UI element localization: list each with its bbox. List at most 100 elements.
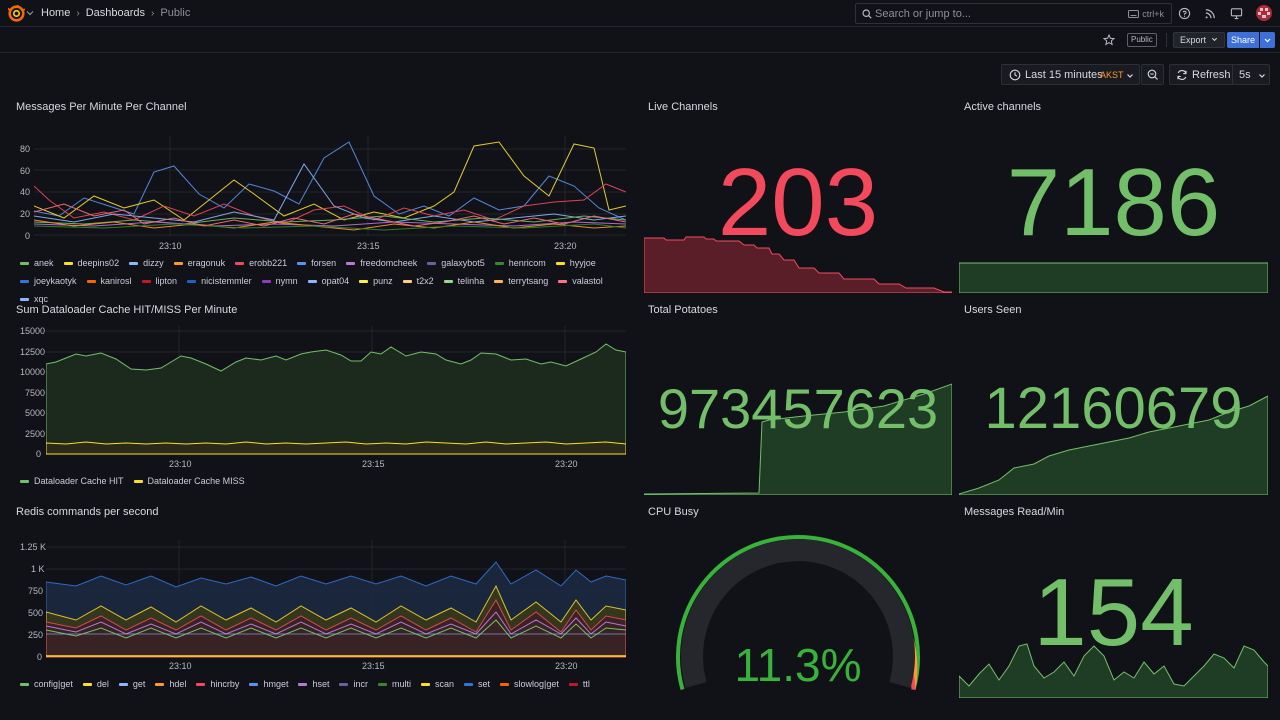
legend-item[interactable]: get	[118, 679, 146, 689]
time-range-picker[interactable]: Last 15 minutes AKST	[1001, 64, 1140, 85]
legend-label: freedomcheek	[360, 258, 418, 268]
legend-swatch	[133, 479, 143, 483]
legend-item[interactable]: hset	[298, 679, 329, 689]
panel-title-total-potatoes[interactable]: Total Potatoes	[648, 304, 718, 316]
legend-item[interactable]: set	[464, 679, 490, 689]
legend-label: hyyjoe	[569, 258, 596, 268]
panel-title-dataloader[interactable]: Sum Dataloader Cache HIT/MISS Per Minute	[16, 304, 238, 316]
legend-label: multi	[391, 679, 411, 689]
redis-chart[interactable]	[46, 540, 626, 658]
legend-label: slowlog|get	[514, 679, 559, 689]
legend-label: eragonuk	[187, 258, 226, 268]
toolbar-divider	[1166, 33, 1167, 47]
active-channels-value: 7186	[1006, 149, 1221, 256]
breadcrumb: Home › Dashboards › Public	[41, 7, 190, 19]
legend-item[interactable]: multi	[377, 679, 411, 689]
legend-swatch	[249, 682, 259, 686]
refresh-button[interactable]: Refresh 5s	[1169, 64, 1270, 85]
legend-item[interactable]: henricom	[494, 258, 546, 268]
users-seen-sparkline	[959, 395, 1268, 495]
star-icon[interactable]	[1103, 34, 1115, 46]
grafana-logo-icon[interactable]	[8, 5, 25, 22]
chevron-down-icon	[1264, 38, 1271, 43]
top-bar: Home › Dashboards › Public Search or jum…	[0, 0, 1280, 27]
panel-title-live-channels[interactable]: Live Channels	[648, 101, 718, 113]
panel-title-users-seen[interactable]: Users Seen	[964, 304, 1022, 316]
help-icon[interactable]	[1178, 7, 1191, 20]
legend-item[interactable]: terrytsang	[494, 276, 548, 286]
messages-per-minute-chart[interactable]	[34, 136, 626, 237]
panel-title-messages-read[interactable]: Messages Read/Min	[964, 506, 1065, 518]
legend-item[interactable]: incr	[339, 679, 368, 689]
legend-item[interactable]: dizzy	[129, 258, 164, 268]
legend-item[interactable]: deepins02	[63, 258, 119, 268]
legend-item[interactable]: galaxybot5	[427, 258, 485, 268]
legend-item[interactable]: nicistemmler	[187, 276, 252, 286]
refresh-interval-select[interactable]: 5s	[1239, 69, 1251, 81]
legend-swatch	[20, 479, 29, 483]
legend-item[interactable]: joeykaotyk	[20, 276, 77, 286]
cpu-busy-gauge	[676, 535, 920, 700]
breadcrumb-home[interactable]: Home	[41, 7, 71, 19]
legend-item[interactable]: slowlog|get	[500, 679, 559, 689]
legend-item[interactable]: hincrby	[196, 679, 239, 689]
y-tick: 20	[20, 209, 31, 219]
chevron-right-icon: ›	[151, 7, 155, 19]
legend-item[interactable]: punz	[359, 276, 393, 286]
dataloader-chart[interactable]	[46, 326, 626, 456]
legend-swatch	[427, 261, 437, 265]
y-tick: 750	[28, 586, 44, 596]
legend-swatch	[196, 682, 206, 686]
legend-item[interactable]: config|get	[20, 679, 73, 689]
legend-label: config|get	[34, 679, 73, 689]
legend-item[interactable]: scan	[421, 679, 454, 689]
panel-title-cpu-busy[interactable]: CPU Busy	[648, 506, 699, 518]
y-tick: 0	[37, 652, 43, 662]
legend-item[interactable]: forsen	[297, 258, 336, 268]
legend-item[interactable]: hyyjoe	[555, 258, 596, 268]
legend-item[interactable]: hdel	[155, 679, 186, 689]
legend-item[interactable]: valastol	[558, 276, 603, 286]
legend-item[interactable]: Dataloader Cache HIT	[20, 476, 124, 486]
share-button[interactable]: Share	[1227, 32, 1259, 48]
x-tick: 23:15	[362, 459, 385, 469]
legend-item[interactable]: eragonuk	[173, 258, 226, 268]
search-placeholder: Search or jump to...	[875, 8, 971, 20]
zoom-out-button[interactable]	[1141, 64, 1164, 85]
legend-swatch	[20, 682, 29, 686]
legend-item[interactable]: Dataloader Cache MISS	[133, 476, 245, 486]
legend-item[interactable]: nymn	[261, 276, 298, 286]
legend-item[interactable]: kanirosl	[86, 276, 132, 286]
legend-item[interactable]: ttl	[568, 679, 590, 689]
legend-item[interactable]: xqc	[20, 294, 48, 304]
search-input[interactable]: Search or jump to... ctrl+k	[855, 3, 1172, 24]
legend-item[interactable]: freedomcheek	[346, 258, 417, 268]
legend-item[interactable]: erobb221	[235, 258, 287, 268]
legend-item[interactable]: hmget	[249, 679, 288, 689]
legend-label: incr	[353, 679, 368, 689]
panel-title-redis[interactable]: Redis commands per second	[16, 506, 159, 518]
legend-item[interactable]: anek	[20, 258, 54, 268]
share-options-button[interactable]	[1260, 32, 1275, 48]
x-tick: 23:15	[362, 661, 385, 671]
monitor-icon[interactable]	[1230, 7, 1243, 20]
legend-item[interactable]: del	[82, 679, 109, 689]
legend-swatch	[421, 682, 430, 686]
legend-swatch	[402, 279, 412, 283]
legend-swatch	[118, 682, 128, 686]
panel-title-active-channels[interactable]: Active channels	[964, 101, 1042, 113]
legend-item[interactable]: opat04	[307, 276, 349, 286]
y-tick: 5000	[25, 408, 46, 418]
legend-item[interactable]: t2x2	[402, 276, 434, 286]
panel-title-messages-per-minute[interactable]: Messages Per Minute Per Channel	[16, 101, 187, 113]
legend-item[interactable]: telinha	[443, 276, 484, 286]
export-button[interactable]: Export	[1173, 32, 1225, 48]
breadcrumb-dashboards[interactable]: Dashboards	[85, 7, 146, 19]
chevron-down-icon[interactable]	[26, 9, 34, 17]
legend-label: forsen	[311, 258, 337, 268]
user-avatar[interactable]	[1256, 5, 1272, 21]
rss-feed-icon[interactable]	[1204, 7, 1217, 20]
legend-item[interactable]: lipton	[141, 276, 177, 286]
legend-label: get	[132, 679, 146, 689]
legend-swatch	[20, 279, 29, 283]
